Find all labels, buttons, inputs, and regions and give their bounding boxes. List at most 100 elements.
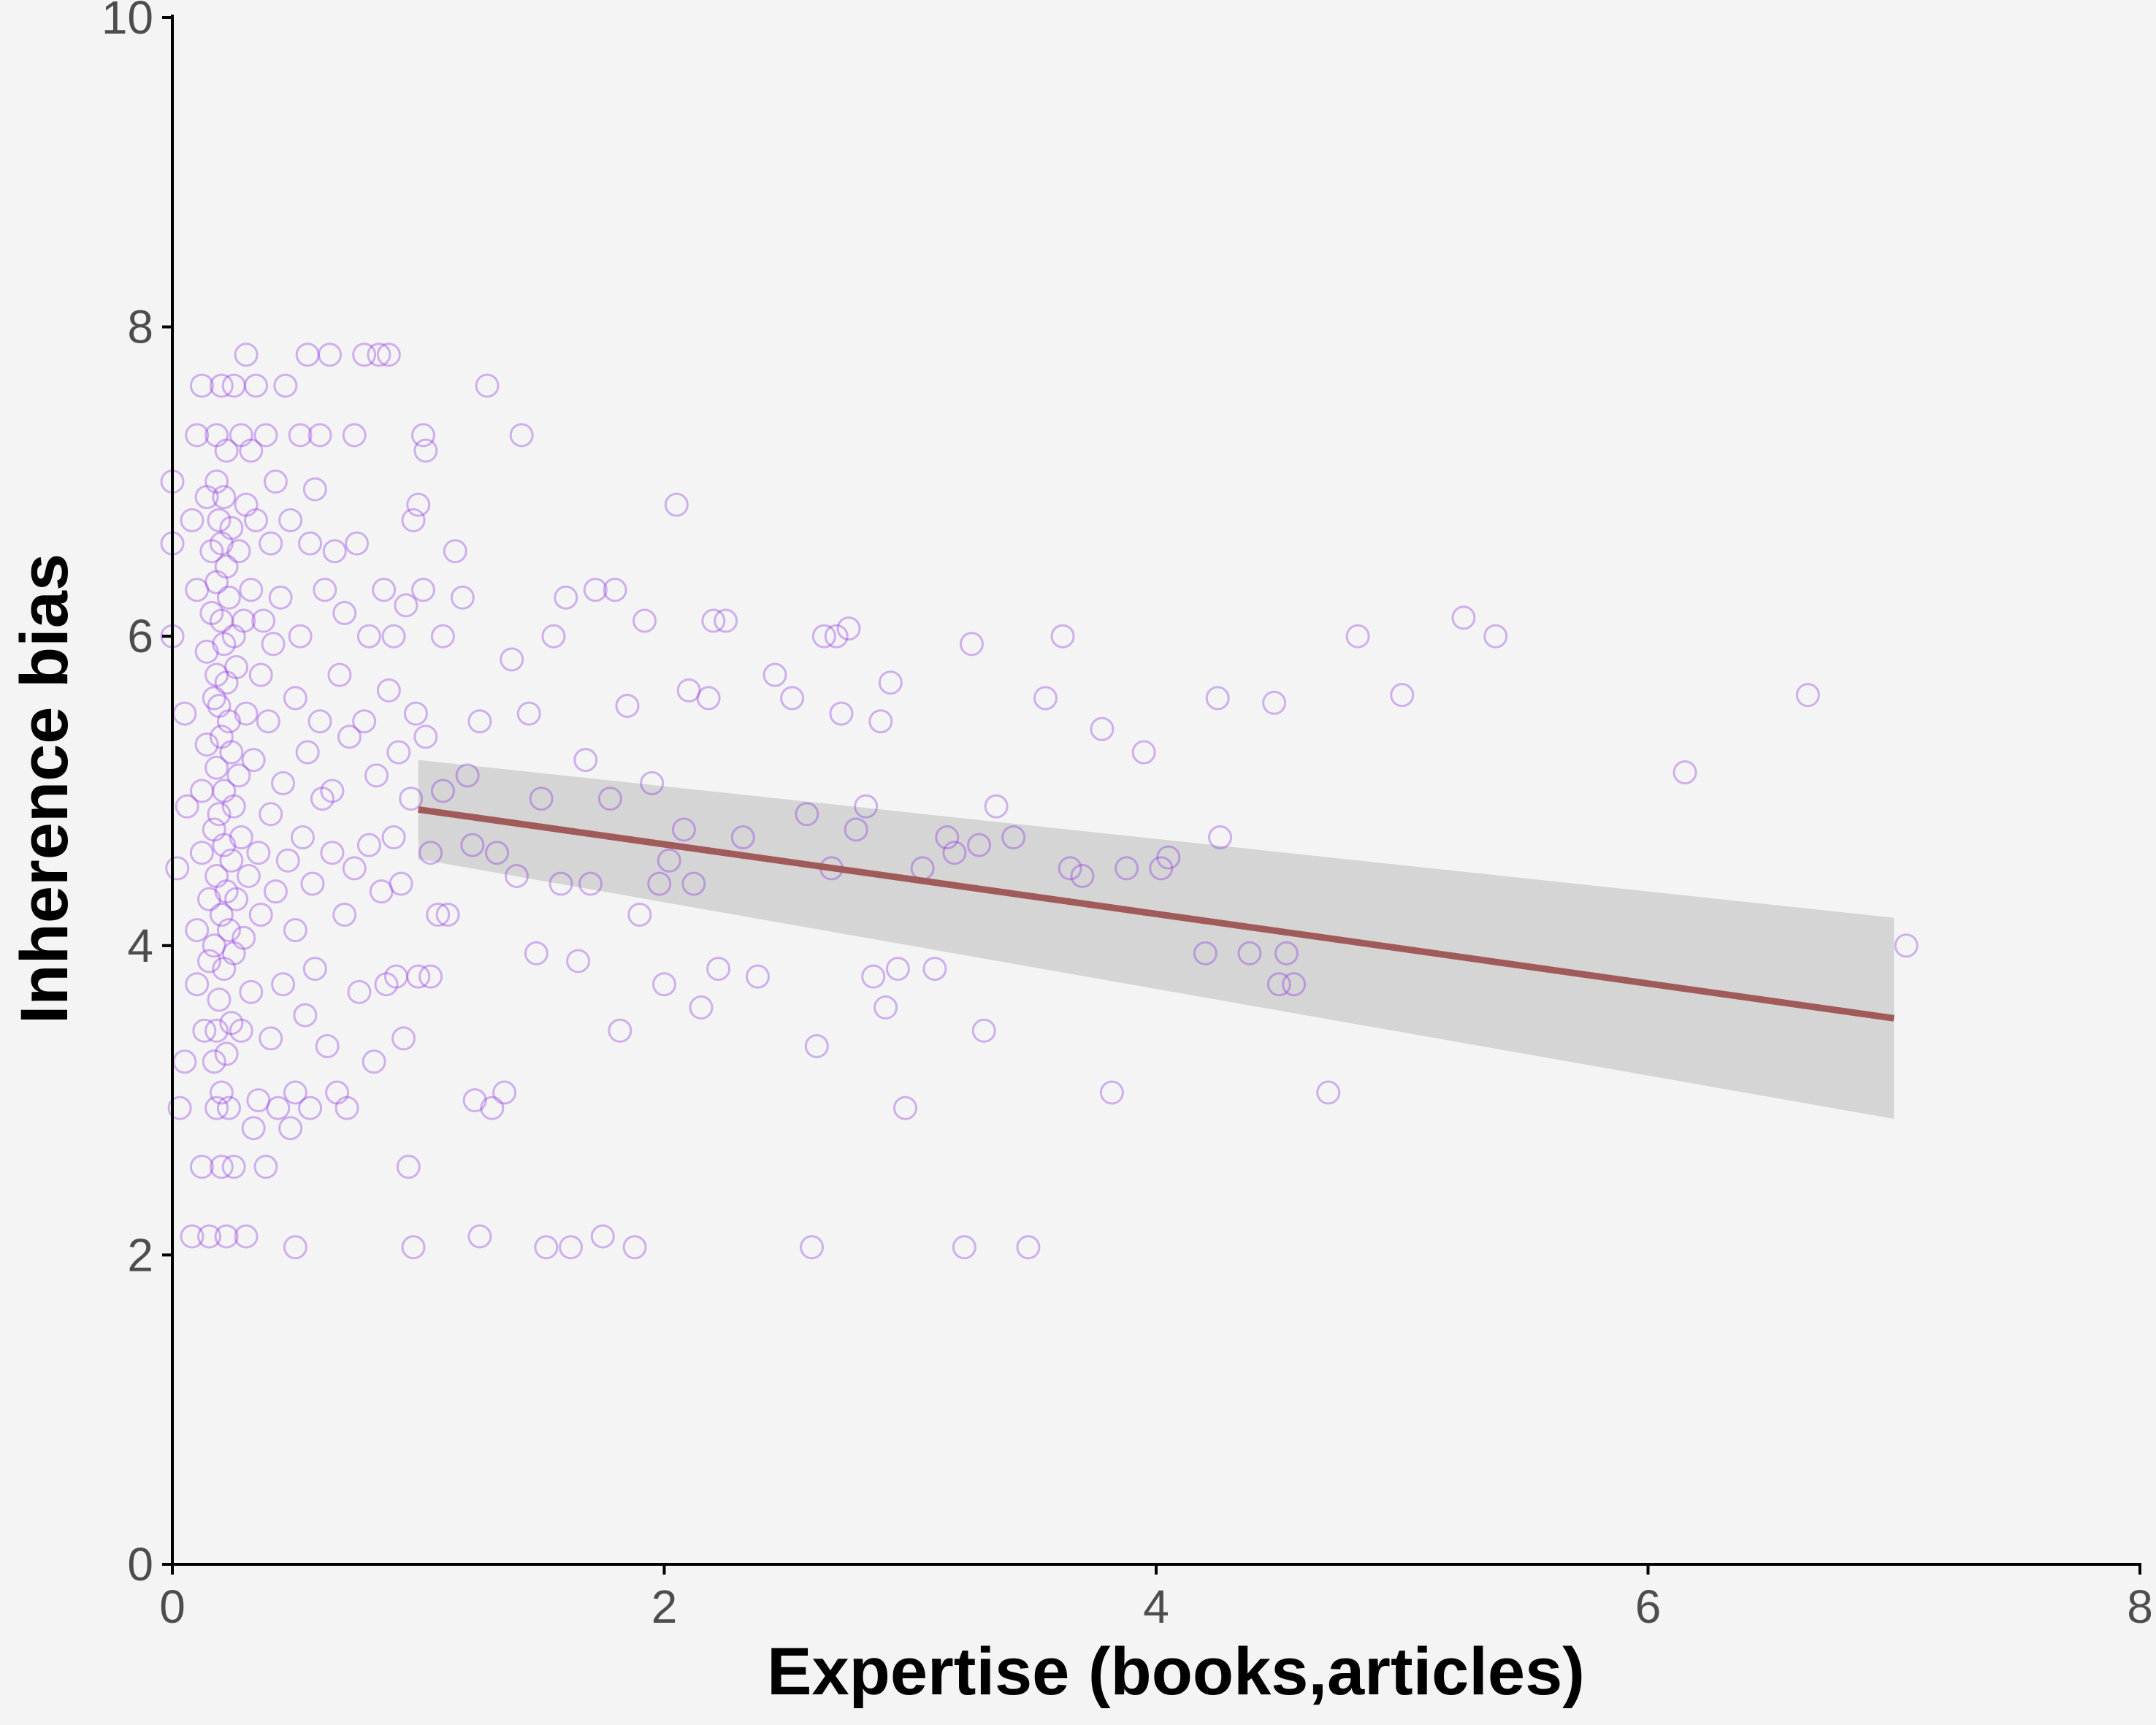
data-point xyxy=(221,1155,246,1179)
data-point xyxy=(295,740,320,765)
data-point xyxy=(259,531,283,556)
data-point xyxy=(307,423,332,448)
data-point xyxy=(241,748,266,773)
data-point xyxy=(352,709,377,734)
data-point xyxy=(352,343,377,367)
data-point xyxy=(214,670,239,695)
data-point xyxy=(554,585,578,610)
data-point xyxy=(288,423,313,448)
scatter-points-layer xyxy=(160,343,1919,1260)
data-point xyxy=(364,763,389,788)
data-point xyxy=(681,871,706,896)
data-point xyxy=(212,632,237,657)
data-point xyxy=(209,531,234,556)
y-axis-title: Inherence bias xyxy=(7,554,82,1024)
data-point xyxy=(202,686,226,711)
data-point xyxy=(1050,624,1075,649)
data-point xyxy=(202,1049,226,1074)
data-point xyxy=(197,887,222,911)
data-point xyxy=(241,1116,266,1141)
data-point xyxy=(246,1088,271,1113)
data-point xyxy=(214,879,239,904)
data-point xyxy=(322,539,347,564)
data-point xyxy=(893,1095,918,1120)
data-point xyxy=(295,343,320,367)
x-tick-label: 4 xyxy=(1143,1580,1169,1633)
data-point xyxy=(216,709,241,734)
data-point xyxy=(226,763,251,788)
data-point xyxy=(271,770,296,795)
x-tick-label: 2 xyxy=(651,1580,678,1633)
data-point xyxy=(426,902,451,927)
data-point xyxy=(214,438,239,463)
data-point xyxy=(221,624,246,649)
data-point xyxy=(253,423,278,448)
data-point xyxy=(288,624,313,649)
data-point xyxy=(922,957,947,982)
data-point xyxy=(219,848,244,873)
data-point xyxy=(212,957,237,982)
data-point xyxy=(224,887,249,911)
data-point xyxy=(221,794,246,819)
data-point xyxy=(207,508,232,532)
data-point xyxy=(347,979,372,1004)
data-point xyxy=(1894,933,1919,958)
data-point xyxy=(878,670,903,695)
data-point xyxy=(185,972,210,997)
data-point xyxy=(1262,690,1287,715)
data-point xyxy=(214,1041,239,1066)
data-point xyxy=(529,787,554,811)
data-point xyxy=(185,578,210,603)
data-point xyxy=(443,539,467,564)
data-point xyxy=(202,933,226,958)
data-point xyxy=(219,516,244,540)
data-point xyxy=(207,987,232,1012)
data-point xyxy=(278,1116,303,1141)
data-point xyxy=(376,343,401,367)
data-point xyxy=(234,343,259,367)
data-point xyxy=(293,1003,318,1028)
data-point xyxy=(652,972,676,997)
data-point xyxy=(345,531,370,556)
data-point xyxy=(342,856,367,881)
x-tick-label: 8 xyxy=(2127,1580,2153,1633)
data-point xyxy=(418,841,443,865)
data-point xyxy=(229,825,253,850)
data-point xyxy=(836,616,861,641)
data-point xyxy=(283,1080,307,1105)
data-point xyxy=(967,833,992,857)
data-point xyxy=(248,662,273,687)
data-point xyxy=(462,1088,487,1113)
data-point xyxy=(1016,1235,1041,1260)
data-point xyxy=(959,632,984,657)
data-point xyxy=(615,694,640,719)
data-point xyxy=(1237,941,1262,965)
data-point xyxy=(207,802,232,827)
data-point xyxy=(337,724,362,749)
data-point xyxy=(192,1018,217,1043)
data-point xyxy=(376,678,401,703)
data-point xyxy=(239,979,264,1004)
y-axis-ticks: 0 2 4 6 8 10 xyxy=(102,0,172,1591)
data-point xyxy=(224,655,249,680)
data-point xyxy=(234,492,259,517)
data-point xyxy=(745,964,770,989)
data-point xyxy=(197,949,222,974)
data-point xyxy=(401,1235,426,1260)
data-point xyxy=(795,802,819,827)
data-point xyxy=(356,833,381,857)
data-point xyxy=(984,794,1009,819)
data-point xyxy=(374,972,399,997)
data-point xyxy=(369,879,394,904)
data-point xyxy=(942,841,967,865)
data-point xyxy=(1070,863,1095,888)
data-point xyxy=(189,373,214,398)
data-point xyxy=(261,632,286,657)
data-point xyxy=(396,1155,421,1179)
data-point xyxy=(1208,825,1233,850)
data-point xyxy=(318,343,343,367)
data-point xyxy=(492,1080,517,1105)
data-point xyxy=(430,624,455,649)
data-point xyxy=(283,686,307,711)
